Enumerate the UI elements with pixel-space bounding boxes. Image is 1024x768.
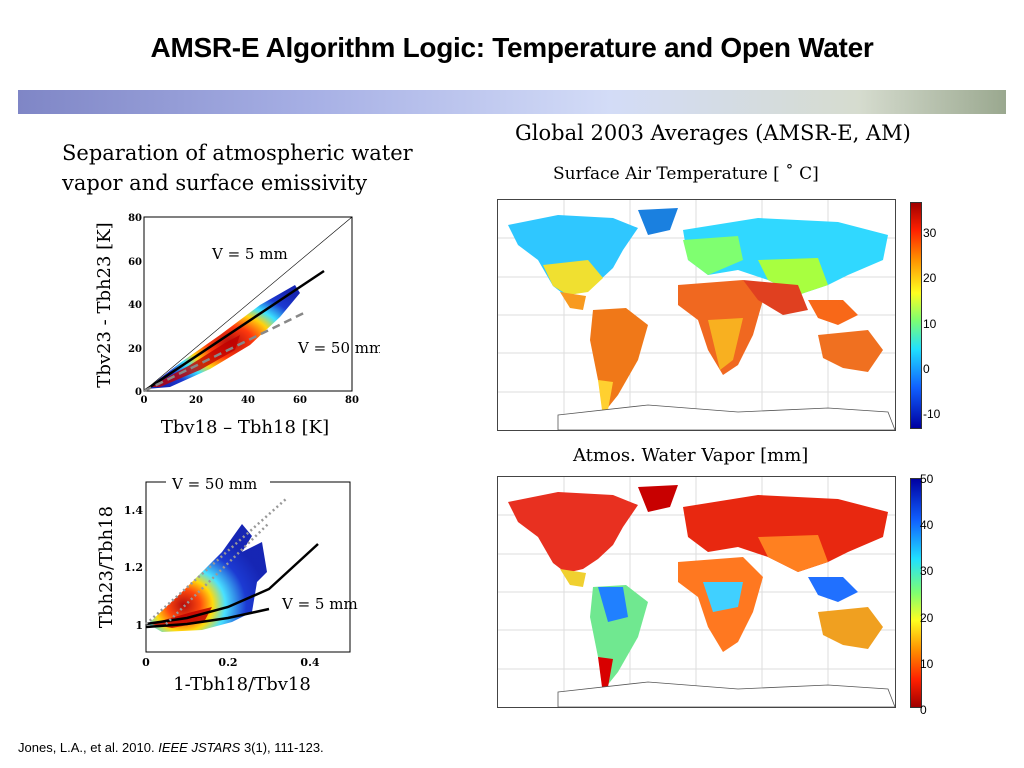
temperature-colorbar-tick: 20: [923, 271, 937, 285]
y-tick-label: 40: [128, 300, 142, 311]
x-tick-label: 0.4: [300, 656, 319, 669]
vapor-colorbar-tick: 30: [920, 564, 934, 578]
vapor-colorbar-tick: 0: [920, 703, 927, 717]
temperature-colorbar-tick: 10: [923, 317, 937, 331]
y-tick-label: 1.2: [124, 561, 143, 574]
maps-header: Global 2003 Averages (AMSR-E, AM): [515, 121, 911, 145]
temperature-colorbar-tick: 0: [923, 362, 930, 376]
y-tick-label: 80: [128, 213, 142, 224]
line-v50mm: [145, 498, 287, 625]
y-axis-label: Tbh23/Tbh18: [96, 506, 117, 628]
line-v5mm: [145, 543, 319, 626]
x-tick-labels: 0 0.2 0.4: [142, 656, 320, 669]
citation-authors: Jones, L.A., et al. 2010.: [18, 740, 159, 755]
vapor-map-title: Atmos. Water Vapor [mm]: [573, 445, 809, 466]
scatter-chart-polarization-difference: 0 20 40 60 80 0 20 40 60 80 V = 5 mm V =…: [94, 213, 380, 438]
citation: Jones, L.A., et al. 2010. IEEE JSTARS 3(…: [18, 740, 324, 755]
title-divider-bar: [18, 90, 1006, 114]
vapor-colorbar-tick: 40: [920, 518, 934, 532]
density-cloud: [148, 524, 267, 632]
annotation-v50mm: V = 50 mm: [297, 339, 380, 357]
y-tick-labels: 0 20 40 60 80: [128, 213, 142, 398]
y-axis-label: Tbv23 - Tbh23 [K]: [94, 222, 115, 387]
temperature-colorbar: [910, 202, 922, 429]
vapor-colorbar-tick: 20: [920, 611, 934, 625]
annotation-v50mm: V = 50 mm: [171, 475, 257, 493]
annotation-v5mm: V = 5 mm: [281, 595, 358, 613]
y-tick-label: 0: [135, 387, 142, 398]
water-vapor-map: [497, 476, 896, 708]
temperature-map-graphic: [498, 200, 895, 430]
x-tick-label: 20: [189, 395, 203, 406]
x-tick-label: 40: [241, 395, 255, 406]
line-v5mm: [143, 269, 325, 393]
line-v5mm-lower: [145, 607, 270, 629]
vapor-colorbar: [910, 478, 922, 708]
citation-journal: IEEE JSTARS: [158, 740, 241, 755]
temperature-colorbar-tick: 30: [923, 226, 937, 240]
x-tick-label: 60: [293, 395, 307, 406]
water-vapor-map-graphic: [498, 477, 895, 707]
x-tick-labels: 0 20 40 60 80: [141, 395, 359, 406]
x-tick-label: 80: [345, 395, 359, 406]
annotation-background: [166, 476, 270, 490]
y-tick-label: 60: [128, 257, 142, 268]
x-tick-label: 0: [141, 395, 148, 406]
temperature-map-title: Surface Air Temperature [ ˚ C]: [553, 164, 819, 184]
y-tick-labels: 1 1.2 1.4: [124, 504, 143, 632]
temperature-colorbar-tick: -10: [923, 407, 941, 421]
citation-volume: 3(1), 111-123.: [240, 740, 324, 755]
one-to-one-line: [143, 216, 353, 392]
x-tick-label: 0.2: [218, 656, 237, 669]
y-tick-label: 1: [135, 619, 143, 632]
density-core: [150, 335, 240, 387]
line-v50mm: [143, 310, 307, 393]
temperature-map: [497, 199, 896, 431]
scatter-chart-polarization-ratio: 1 1.2 1.4 0 0.2 0.4 V = 50 mm V = 5 mm 1…: [96, 475, 358, 695]
vapor-colorbar-tick: 10: [920, 657, 934, 671]
slide-subtitle: Separation of atmospheric water vapor an…: [62, 141, 413, 195]
y-tick-label: 1.4: [124, 504, 143, 517]
annotation-v5mm: V = 5 mm: [211, 245, 288, 263]
x-axis-label: 1-Tbh18/Tbv18: [173, 674, 311, 695]
x-axis-label: Tbv18 – Tbh18 [K]: [161, 417, 329, 438]
line-v50mm-lower: [165, 523, 269, 625]
vapor-colorbar-tick: 50: [920, 472, 934, 486]
slide-title: AMSR-E Algorithm Logic: Temperature and …: [150, 32, 874, 63]
y-tick-label: 20: [128, 344, 142, 355]
x-tick-label: 0: [142, 656, 150, 669]
